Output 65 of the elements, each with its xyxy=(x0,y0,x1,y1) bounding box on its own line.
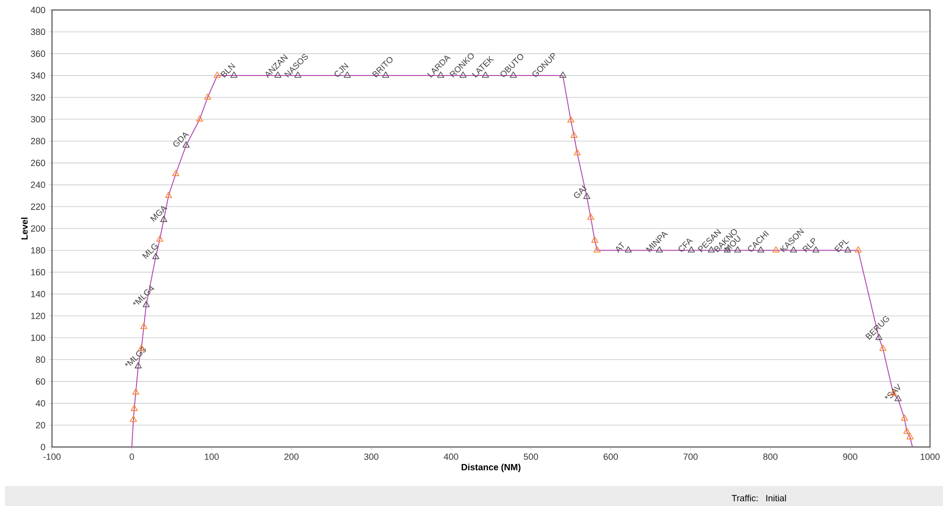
point xyxy=(156,235,164,242)
point xyxy=(591,236,598,243)
point xyxy=(903,428,910,434)
y-tick-label: 200 xyxy=(30,225,46,232)
point xyxy=(196,115,204,122)
y-tick-label: 240 xyxy=(30,182,46,188)
y-tick-label: 380 xyxy=(30,28,46,36)
x-tick-label: 1000 xyxy=(920,454,940,460)
point xyxy=(567,116,574,123)
annotation: CFA xyxy=(678,238,694,252)
y-tick-label: 140 xyxy=(31,290,46,298)
point xyxy=(140,322,148,330)
y-tick-label: 180 xyxy=(31,247,46,254)
point xyxy=(570,132,578,138)
x-tick-label: 0 xyxy=(130,454,134,460)
point xyxy=(587,214,594,220)
y-tick-label: 340 xyxy=(30,72,46,79)
y-tick-label: 20 xyxy=(36,422,46,428)
y-tick-label: 400 xyxy=(30,6,46,14)
point xyxy=(854,246,862,253)
y-tick-label: 0 xyxy=(40,444,46,450)
point xyxy=(906,433,914,440)
point xyxy=(214,72,221,78)
x-tick-label: 100 xyxy=(204,454,219,460)
point xyxy=(574,149,581,156)
point xyxy=(624,246,632,253)
annotation: EPL xyxy=(834,240,850,252)
x-tick-label: 400 xyxy=(444,454,458,460)
y-tick-label: 280 xyxy=(30,138,46,144)
y-tick-label: 100 xyxy=(31,334,46,341)
point xyxy=(559,72,566,78)
point xyxy=(204,93,212,100)
text: Traffic: xyxy=(732,494,758,502)
x-tick-label: -100 xyxy=(43,454,61,460)
x-tick-label: 700 xyxy=(684,454,698,460)
x-axis-title: Distance (NM) xyxy=(462,464,520,472)
x-tick-label: 900 xyxy=(843,454,858,460)
text: Initial xyxy=(766,494,786,502)
y-tick-label: 160 xyxy=(31,269,46,276)
point xyxy=(900,414,908,421)
y-tick-label: 360 xyxy=(30,50,46,57)
y-tick-label: 220 xyxy=(30,203,46,210)
point xyxy=(165,192,172,198)
point xyxy=(172,170,180,176)
y-tick-label: 320 xyxy=(30,94,46,101)
point xyxy=(594,246,601,253)
x-tick-label: 600 xyxy=(604,454,618,460)
y-tick-label: 260 xyxy=(30,160,46,166)
y-tick-label: 80 xyxy=(36,356,46,363)
y-tick-label: 60 xyxy=(36,378,46,385)
point xyxy=(772,246,780,253)
point xyxy=(130,404,138,411)
annotation: AT xyxy=(616,242,624,253)
y-axis-title: Level xyxy=(21,218,28,240)
point xyxy=(130,416,137,422)
annotation: GAI xyxy=(574,185,587,198)
x-tick-label: 300 xyxy=(364,454,378,460)
x-tick-label: 500 xyxy=(524,454,538,460)
x-tick-label: 800 xyxy=(763,454,778,460)
point xyxy=(132,388,140,395)
point xyxy=(879,344,886,351)
y-tick-label: 40 xyxy=(36,400,46,406)
y-tick-label: 300 xyxy=(30,116,46,122)
y-tick-label: 120 xyxy=(31,312,46,320)
x-tick-label: 200 xyxy=(284,454,299,460)
